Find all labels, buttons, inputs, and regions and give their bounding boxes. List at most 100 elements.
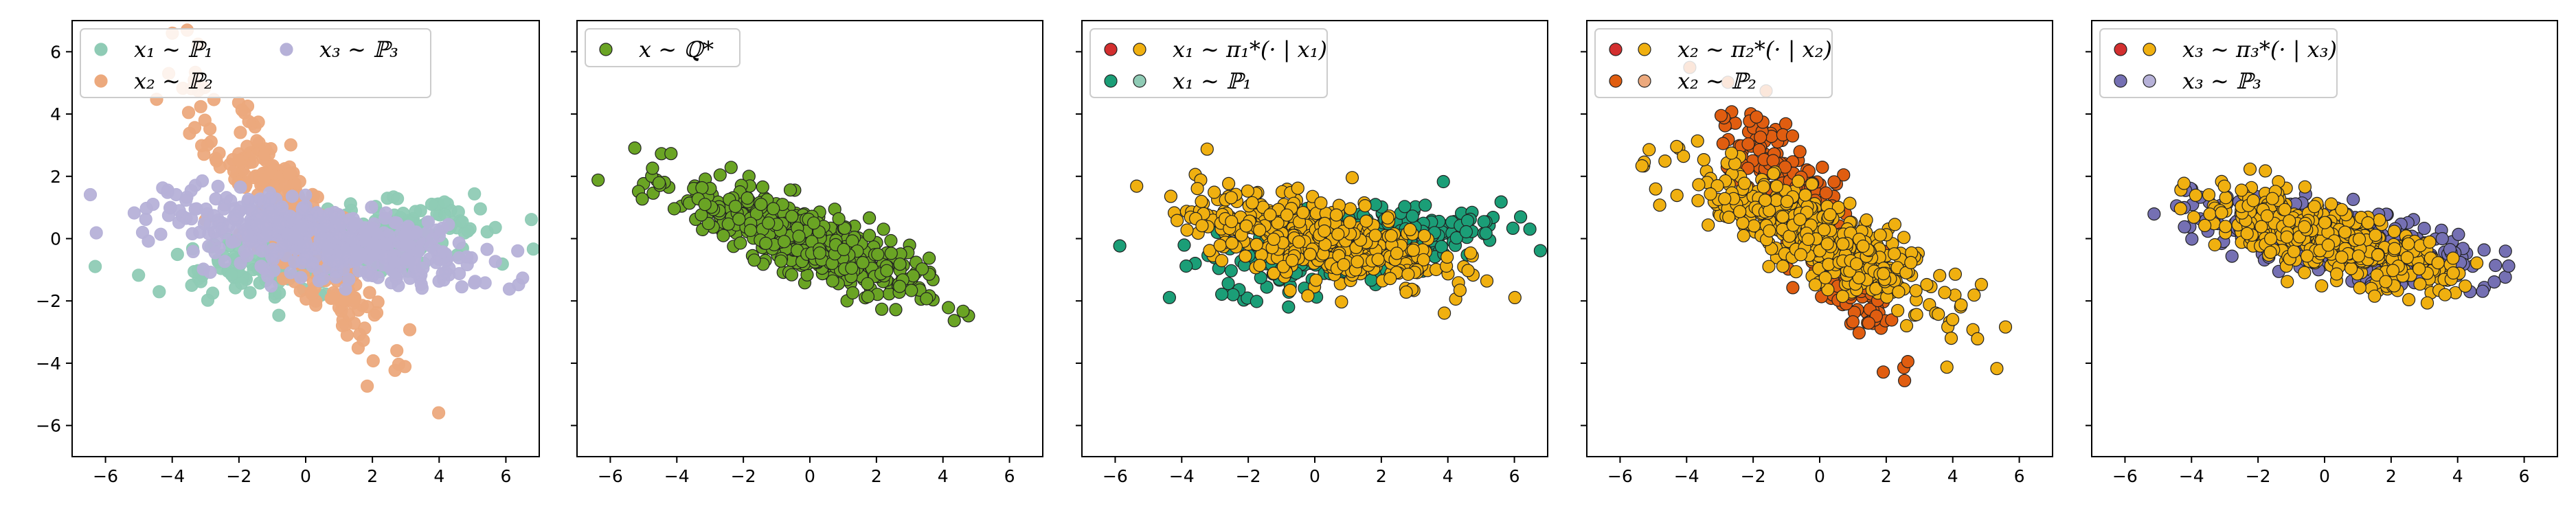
point-series-2 — [1891, 304, 1905, 317]
point-series-1 — [785, 209, 799, 223]
point-series-2 — [390, 344, 404, 358]
point-series-1 — [732, 212, 746, 226]
point-series-1 — [667, 202, 681, 216]
point-series-3 — [163, 201, 177, 214]
x-tick-label: 6 — [2519, 466, 2530, 486]
point-series-2 — [1792, 174, 1805, 188]
point-series-3 — [209, 192, 223, 206]
point-series-2 — [1967, 288, 1981, 302]
legend-marker — [1609, 43, 1623, 56]
legend-box — [1089, 28, 1328, 98]
point-series-2 — [310, 190, 324, 204]
point-series-1 — [132, 268, 146, 282]
point-series-1 — [1779, 117, 1793, 130]
point-series-1 — [1250, 295, 1264, 308]
point-series-2 — [195, 139, 209, 152]
point-series-1 — [473, 202, 487, 216]
point-series-2 — [2402, 237, 2415, 251]
point-series-2 — [1359, 214, 1373, 228]
point-series-2 — [181, 106, 196, 119]
point-series-1 — [2476, 284, 2489, 298]
point-series-2 — [2298, 180, 2312, 194]
point-series-2 — [1820, 237, 1834, 251]
point-series-2 — [1892, 285, 1906, 299]
point-series-2 — [1909, 284, 1923, 297]
x-tick-label: −2 — [2246, 466, 2271, 486]
point-series-1 — [1754, 130, 1767, 144]
x-tick-label: 4 — [1947, 466, 1958, 486]
point-series-2 — [2260, 209, 2274, 223]
legend-marker — [2143, 43, 2156, 56]
point-series-2 — [1763, 224, 1776, 238]
point-series-3 — [256, 196, 270, 209]
point-series-1 — [856, 255, 870, 270]
point-series-1 — [170, 247, 184, 262]
legend-label: x₁ ∼ π₁*(· | x₁) — [1173, 36, 1327, 62]
point-series-3 — [352, 264, 366, 277]
point-series-2 — [1948, 267, 1962, 281]
point-series-2 — [1345, 171, 1359, 185]
point-series-2 — [2307, 200, 2321, 214]
point-series-1 — [920, 292, 934, 306]
point-series-2 — [2438, 288, 2452, 301]
point-series-2 — [1390, 247, 1404, 260]
point-series-2 — [2413, 262, 2426, 276]
point-series-2 — [2278, 203, 2292, 216]
point-series-3 — [403, 271, 417, 285]
legend-label: x₃ ∼ ℙ₃ — [2182, 68, 2261, 94]
point-series-2 — [1759, 194, 1772, 207]
point-series-1 — [747, 253, 761, 267]
point-series-3 — [343, 231, 357, 244]
point-series-3 — [359, 233, 372, 247]
point-series-3 — [421, 215, 436, 229]
point-series-3 — [225, 235, 239, 249]
point-series-2 — [1384, 229, 1398, 242]
point-series-2 — [370, 306, 384, 320]
point-series-1 — [846, 286, 860, 300]
point-series-1 — [591, 173, 605, 187]
point-series-3 — [429, 255, 443, 269]
legend: x₃ ∼ π₃*(· | x₃) x₃ ∼ ℙ₃ — [2099, 28, 2338, 98]
point-series-1 — [1816, 161, 1829, 174]
point-series-1 — [2435, 232, 2449, 246]
point-series-2 — [1747, 219, 1761, 233]
point-series-2 — [2361, 216, 2375, 230]
point-series-1 — [845, 261, 859, 275]
point-series-2 — [1203, 244, 1217, 258]
point-series-1 — [762, 216, 776, 230]
point-series-3 — [299, 188, 313, 202]
point-series-2 — [2300, 249, 2314, 263]
x-tick-label: −6 — [1103, 466, 1128, 486]
point-series-2 — [2368, 289, 2382, 303]
point-series-2 — [2470, 256, 2484, 270]
legend: x₁ ∼ ℙ₁ x₂ ∼ ℙ₂ x₃ ∼ ℙ₃ — [80, 28, 431, 98]
point-series-3 — [280, 227, 294, 241]
legend-label: x₃ ∼ π₃*(· | x₃) — [2182, 36, 2337, 62]
point-series-2 — [2335, 203, 2349, 216]
point-series-2 — [1207, 185, 1221, 199]
point-series-1 — [390, 192, 405, 205]
point-series-1 — [874, 302, 889, 316]
point-series-2 — [1642, 143, 1656, 157]
point-series-1 — [956, 304, 970, 318]
point-series-2 — [2202, 188, 2216, 202]
point-series-3 — [321, 242, 335, 255]
point-series-1 — [862, 211, 877, 225]
point-series-1 — [652, 176, 666, 190]
point-series-2 — [1762, 260, 1776, 273]
point-series-2 — [1225, 236, 1239, 250]
point-series-1 — [425, 197, 439, 211]
point-series-2 — [2280, 230, 2294, 244]
point-series-3 — [317, 272, 330, 286]
point-series-1 — [1177, 238, 1191, 252]
point-series-3 — [180, 190, 194, 204]
point-series-1 — [743, 223, 758, 238]
point-series-2 — [2263, 245, 2277, 259]
point-series-2 — [2283, 214, 2296, 228]
point-series-2 — [1190, 182, 1204, 196]
point-series-2 — [1453, 284, 1467, 297]
point-series-2 — [1843, 196, 1857, 210]
x-tick-label: 2 — [1881, 466, 1892, 486]
point-series-1 — [792, 229, 806, 243]
point-series-3 — [207, 225, 221, 239]
